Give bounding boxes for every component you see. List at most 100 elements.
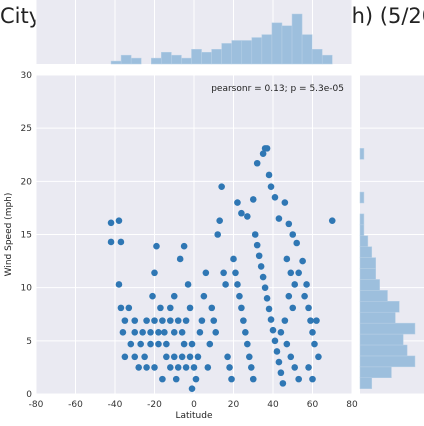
scatter-point	[139, 329, 146, 336]
scatter-point	[257, 263, 265, 270]
scatter-point	[285, 220, 293, 228]
scatter-point	[188, 385, 196, 392]
top-hist-bar	[251, 37, 263, 65]
scatter-point	[149, 292, 156, 300]
scatter-point	[315, 353, 322, 361]
scatter-point	[273, 348, 281, 355]
y-tick-label: 5	[26, 337, 32, 347]
scatter-point	[313, 317, 320, 324]
scatter-point	[167, 317, 174, 324]
scatter-point	[107, 219, 115, 227]
scatter-point	[236, 292, 243, 300]
top-marginal-histogram	[35, 0, 353, 65]
right-hist-bar	[359, 257, 376, 269]
top-hist-bar	[311, 49, 323, 65]
right-hist-bar	[359, 311, 396, 324]
scatter-point	[222, 281, 229, 288]
scatter-point	[121, 317, 129, 324]
scatter-point	[328, 217, 336, 224]
right-hist-bar	[359, 377, 373, 389]
scatter-point	[119, 329, 127, 336]
scatter-point	[206, 340, 214, 348]
scatter-point	[216, 217, 223, 224]
x-tick-label: 80	[346, 400, 358, 410]
scatter-point	[287, 353, 295, 361]
top-hist-bar	[321, 54, 333, 65]
right-hist-bar	[359, 279, 380, 291]
y-tick-label: 0	[26, 390, 32, 400]
top-hist-bar	[211, 49, 222, 65]
top-hist-bar	[261, 34, 273, 65]
scatter-point	[269, 326, 277, 334]
scatter-point	[311, 340, 318, 348]
scatter-point	[309, 329, 316, 336]
scatter-point	[125, 304, 133, 312]
top-hist-bar	[151, 57, 162, 65]
scatter-point	[220, 269, 227, 277]
scatter-point	[271, 337, 279, 345]
top-hist-bar	[301, 34, 313, 65]
scatter-point	[265, 305, 273, 313]
scatter-point	[287, 269, 295, 277]
scatter-point	[295, 269, 302, 277]
scatter-point	[159, 317, 166, 324]
scatter-point	[246, 353, 253, 361]
scatter-point	[186, 304, 194, 312]
scatter-point	[155, 329, 162, 336]
scatter-point	[226, 364, 233, 371]
scatter-point	[176, 255, 184, 263]
right-hist-bar	[359, 213, 365, 226]
scatter-point	[218, 183, 225, 190]
scatter-point	[238, 209, 245, 217]
scatter-point	[147, 340, 154, 348]
scatter-point	[291, 364, 299, 371]
x-tick-label: -80	[29, 400, 44, 410]
top-hist-bar	[271, 22, 283, 65]
y-tick-label: 30	[21, 71, 33, 81]
scatter-point	[259, 273, 267, 281]
right-hist-bar	[359, 268, 376, 280]
top-hist-bar	[191, 49, 202, 65]
scatter-point	[155, 340, 162, 348]
scatter-point	[170, 329, 178, 336]
scatter-point	[234, 281, 241, 288]
scatter-point	[186, 353, 194, 361]
scatter-point	[180, 340, 188, 348]
right-hist-bar	[359, 148, 365, 160]
right-hist-bar	[359, 224, 365, 237]
scatter-point	[131, 317, 139, 324]
scatter-point	[107, 238, 115, 246]
scatter-point	[137, 340, 144, 348]
scatter-plot-area: -80 -60 -40 -20 0 20 40 60 80 0 5 10 15 20 25 30 Latitud…	[4, 71, 358, 421]
scatter-point	[127, 340, 135, 348]
y-tick-label: 10	[21, 284, 33, 294]
top-hist-bar	[171, 54, 182, 65]
scatter-point	[161, 329, 168, 336]
y-tick-label: 15	[21, 231, 32, 241]
right-marginal-histogram	[359, 74, 424, 395]
scatter-point	[151, 364, 158, 371]
right-hist-bar	[359, 322, 416, 335]
scatter-point	[214, 231, 221, 238]
top-hist-bar	[110, 60, 122, 65]
top-hist-bar	[291, 13, 303, 65]
scatter-point	[244, 340, 251, 348]
scatter-point	[174, 317, 182, 324]
scatter-point	[293, 239, 301, 247]
scatter-point	[285, 292, 293, 300]
scatter-point	[115, 217, 123, 224]
top-hist-bar	[281, 25, 293, 65]
scatter-point	[249, 196, 257, 203]
scatter-point	[291, 281, 299, 288]
scatter-point	[196, 329, 204, 336]
scatter-point	[192, 375, 200, 383]
scatter-point	[143, 364, 150, 371]
scatter-point	[275, 358, 283, 366]
scatter-point	[309, 375, 316, 383]
scatter-point	[289, 304, 297, 312]
correlation-annotation: pearsonr = 0.13; p = 5.3e-05	[211, 84, 344, 94]
scatter-point	[242, 329, 249, 336]
scatter-point	[131, 329, 139, 336]
scatter-point	[261, 284, 269, 291]
